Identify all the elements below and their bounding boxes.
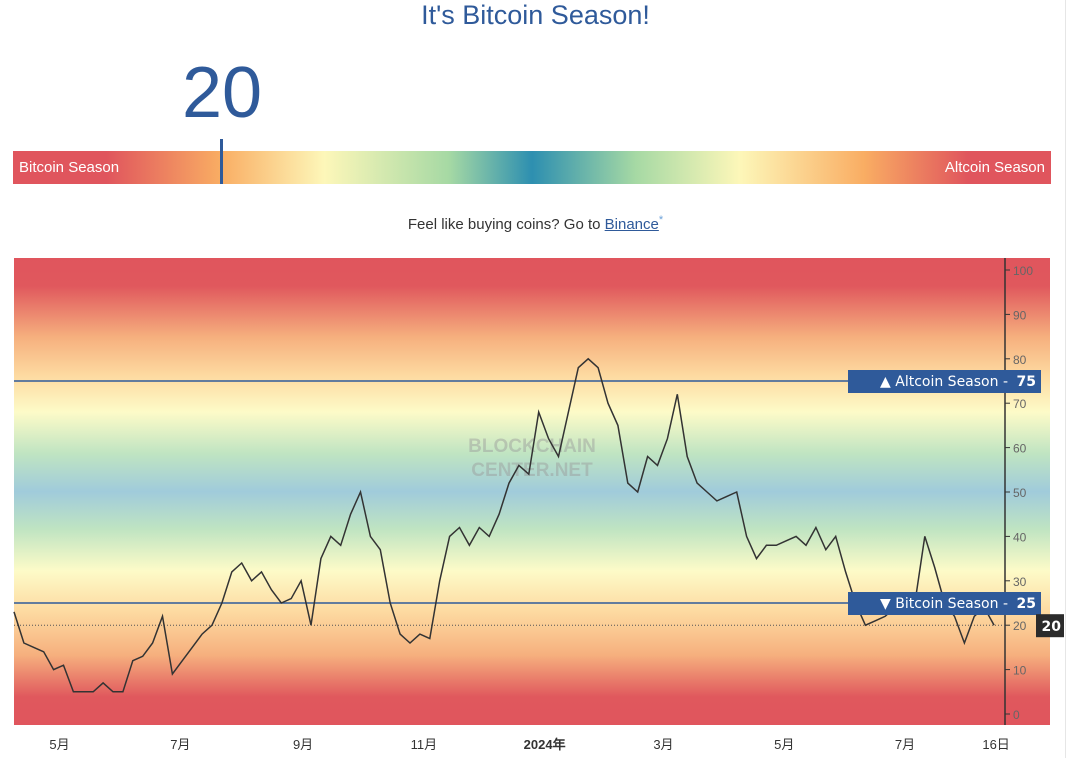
- divider: [1065, 0, 1066, 758]
- page-title: It's Bitcoin Season!: [421, 0, 650, 30]
- y-tick-label: 10: [1013, 664, 1027, 678]
- season-scale-bar: Bitcoin Season Altcoin Season: [13, 151, 1051, 184]
- threshold-label: ▼ Bitcoin Season -: [880, 596, 1008, 612]
- altcoin-season-label: Altcoin Season: [944, 159, 1045, 176]
- x-tick-label: 3月: [653, 737, 673, 752]
- watermark: BLOCKCHAIN: [468, 436, 596, 457]
- threshold-value: 75: [1017, 374, 1036, 390]
- x-tick-label: 7月: [895, 737, 915, 752]
- binance-link[interactable]: Binance: [604, 216, 659, 233]
- x-tick-label: 16日: [982, 737, 1009, 752]
- current-value-badge: [1036, 614, 1064, 638]
- y-tick-label: 40: [1013, 530, 1027, 544]
- x-tick-label: 2024年: [524, 737, 566, 752]
- promo-label: Feel like buying coins? Go to: [407, 216, 605, 233]
- x-tick-label: 5月: [49, 737, 69, 752]
- y-tick-label: 90: [1013, 308, 1027, 322]
- y-tick-label: 80: [1013, 353, 1027, 367]
- current-value-label: 20: [1042, 619, 1062, 635]
- y-tick-label: 60: [1013, 442, 1027, 456]
- threshold-value: 25: [1017, 596, 1036, 612]
- bitcoin-season-label: Bitcoin Season: [19, 159, 120, 176]
- y-tick-label: 0: [1013, 708, 1020, 722]
- x-tick-label: 11月: [411, 737, 438, 752]
- index-line: [13, 357, 995, 693]
- watermark: CENTER.NET: [471, 460, 593, 481]
- y-tick-label: 20: [1013, 619, 1027, 633]
- threshold-label: ▲ Altcoin Season -: [880, 374, 1008, 390]
- threshold-badge: [848, 370, 1041, 393]
- promo-text: Feel like buying coins? Go to Binance*: [0, 214, 1071, 233]
- y-tick-label: 70: [1013, 397, 1027, 411]
- chart-background: [14, 258, 1050, 725]
- y-tick-label: 100: [1013, 264, 1033, 278]
- asterisk: *: [658, 214, 664, 226]
- scale-marker: [220, 139, 223, 184]
- x-tick-label: 7月: [170, 737, 190, 752]
- threshold-badge: [848, 592, 1041, 615]
- x-tick-label: 5月: [774, 737, 794, 752]
- index-value: 20: [181, 53, 263, 133]
- y-tick-label: 50: [1013, 486, 1027, 500]
- x-tick-label: 9月: [293, 737, 313, 752]
- y-tick-label: 30: [1013, 575, 1027, 589]
